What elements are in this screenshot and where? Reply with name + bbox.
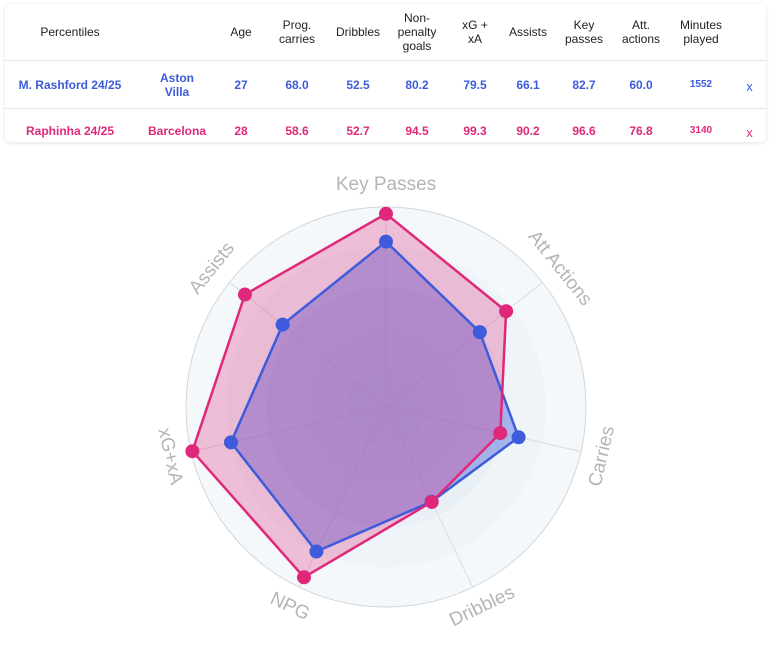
table-header-row: Percentiles Age Prog. carries Dribbles N…	[5, 4, 766, 61]
npg-cell: 80.2	[385, 60, 449, 109]
header-age: Age	[219, 4, 263, 61]
radar-spoke	[385, 281, 543, 408]
remove-player-button[interactable]: x	[746, 125, 753, 140]
table-row: Raphinha 24/25 Barcelona 28 58.6 52.7 94…	[5, 109, 766, 153]
radar-point[interactable]	[493, 426, 508, 441]
radar-series-outline	[191, 212, 508, 579]
header-assists: Assists	[501, 4, 555, 61]
att-actions-cell: 60.0	[613, 60, 669, 109]
team-line: Aston	[160, 70, 194, 85]
prog-carries-cell: 68.0	[263, 60, 331, 109]
header-team	[135, 4, 219, 61]
player-name[interactable]: M. Rashford 24/25	[5, 60, 135, 109]
radar-axis-label: xG+xA	[153, 426, 186, 487]
age-cell: 28	[234, 123, 248, 138]
header-key-passes: Key passes	[555, 4, 613, 61]
radar-point[interactable]	[275, 317, 290, 332]
team-name: Aston Villa	[135, 60, 219, 109]
team-line: Barcelona	[147, 123, 207, 138]
header-line: actions	[621, 32, 661, 46]
radar-point[interactable]	[379, 206, 393, 221]
team-line: Villa	[164, 84, 190, 99]
header-line: goals	[402, 39, 432, 53]
remove-player-button[interactable]: x	[733, 60, 766, 109]
radar-point[interactable]	[237, 287, 252, 302]
minutes-cell: 3140	[689, 124, 713, 136]
radar-point[interactable]	[185, 444, 200, 459]
dribbles-cell: 52.7	[346, 123, 370, 138]
header-line: Minutes	[679, 18, 723, 32]
header-att-actions: Att. actions	[613, 4, 669, 61]
radar-point[interactable]	[379, 234, 393, 249]
radar-point[interactable]	[424, 494, 439, 509]
att-actions-cell: 76.8	[629, 123, 653, 138]
prog-carries-cell: 58.6	[285, 123, 309, 138]
npg-cell: 94.5	[405, 123, 429, 138]
assists-cell: 90.2	[516, 123, 540, 138]
header-line: Prog.	[282, 18, 312, 32]
header-minutes: Minutes played	[669, 4, 733, 61]
header-line: played	[683, 32, 719, 46]
radar-spoke	[190, 406, 387, 452]
radar-series-outline	[229, 240, 520, 553]
header-line: passes	[564, 32, 604, 46]
comparison-table: Percentiles Age Prog. carries Dribbles N…	[5, 4, 766, 152]
age-cell: 27	[219, 60, 263, 109]
header-percentiles: Percentiles	[5, 4, 135, 61]
header-line: penalty	[397, 25, 437, 39]
radar-series-area	[192, 213, 507, 578]
key-passes-cell: 96.6	[572, 123, 596, 138]
radar-point[interactable]	[472, 325, 487, 340]
radar-series	[185, 206, 526, 585]
header-line: xG +	[462, 18, 488, 32]
radar-point[interactable]	[223, 435, 238, 450]
header-remove	[733, 4, 766, 61]
header-npg: Non- penalty goals	[385, 4, 449, 61]
dribbles-cell: 52.5	[331, 60, 385, 109]
header-line: xA	[467, 32, 482, 46]
header-line: Att.	[631, 18, 650, 32]
team-name: Barcelona	[135, 109, 219, 153]
header-prog-carries: Prog. carries	[263, 4, 331, 61]
radar-axis-label: NPG	[267, 588, 313, 625]
radar-point[interactable]	[296, 570, 311, 585]
xgxa-cell: 99.3	[463, 123, 487, 138]
xgxa-cell: 79.5	[449, 60, 501, 109]
player-name[interactable]: Raphinha 24/25	[25, 123, 115, 138]
minutes-cell: 1552	[669, 60, 733, 109]
header-line: Non-	[403, 11, 430, 25]
table-row: M. Rashford 24/25 Aston Villa 27 68.0 52…	[5, 60, 766, 109]
radar-axis-label: Key Passes	[336, 174, 436, 195]
radar-point[interactable]	[499, 304, 514, 319]
radar-spoke	[229, 281, 387, 408]
radar-point[interactable]	[309, 544, 324, 559]
assists-cell: 66.1	[501, 60, 555, 109]
comparison-card: Percentiles Age Prog. carries Dribbles N…	[5, 4, 766, 142]
header-dribbles: Dribbles	[331, 4, 385, 61]
radar-spoke	[385, 406, 582, 452]
header-line: carries	[278, 32, 315, 46]
header-xgxa: xG + xA	[449, 4, 501, 61]
radar-point[interactable]	[511, 430, 526, 445]
key-passes-cell: 82.7	[555, 60, 613, 109]
radar-axis-label: Carries	[585, 424, 619, 488]
header-line: Key	[573, 18, 595, 32]
radar-series-area	[230, 241, 519, 552]
